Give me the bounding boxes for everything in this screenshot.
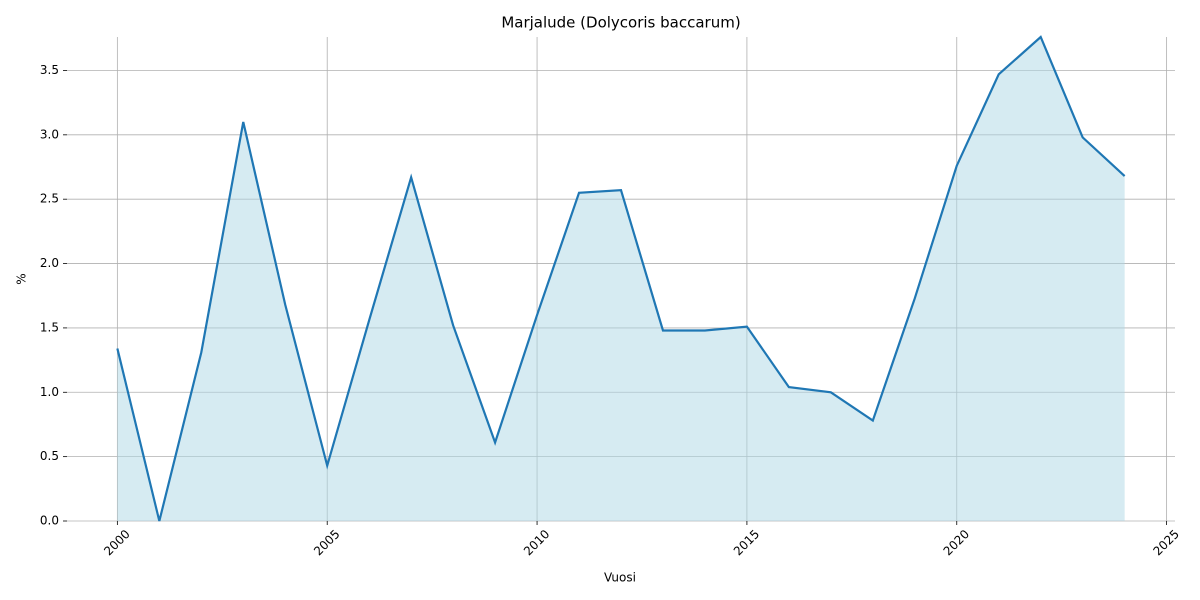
y-tick-label: 3.5 bbox=[40, 63, 59, 77]
y-tick-label: 2.0 bbox=[40, 256, 59, 270]
line bbox=[116, 35, 1126, 522]
x-tick-label: 2015 bbox=[731, 527, 762, 558]
x-tick-label: 2025 bbox=[1151, 527, 1182, 558]
x-axis-label: Vuosi bbox=[604, 571, 636, 585]
y-tick-label: 0.5 bbox=[40, 449, 59, 463]
y-tick-label: 3.0 bbox=[40, 127, 59, 141]
y-axis-label: % bbox=[15, 273, 29, 284]
x-tick-label: 2020 bbox=[941, 527, 972, 558]
y-tick-label: 0.0 bbox=[40, 514, 59, 528]
y-tick-label: 1.5 bbox=[40, 320, 59, 334]
x-tick-label: 2005 bbox=[311, 527, 342, 558]
area-fill bbox=[117, 37, 1125, 521]
y-tick-label: 1.0 bbox=[40, 385, 59, 399]
x-tick-label: 2010 bbox=[521, 527, 552, 558]
y-tick-label: 2.5 bbox=[40, 192, 59, 206]
chart-title: Marjalude (Dolycoris baccarum) bbox=[501, 14, 740, 32]
x-tick-label: 2000 bbox=[101, 527, 132, 558]
